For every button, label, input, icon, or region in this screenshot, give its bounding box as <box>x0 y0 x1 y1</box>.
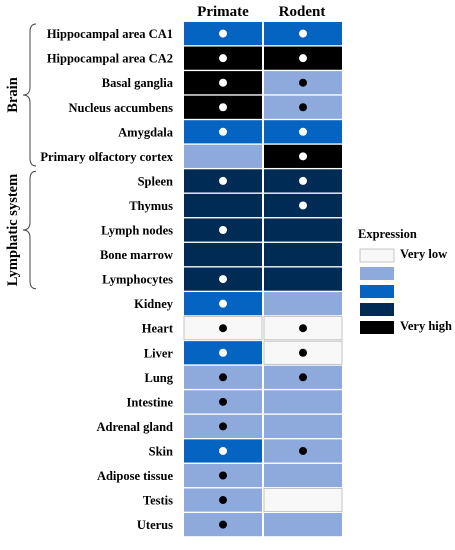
dot-heart-primate <box>219 324 227 333</box>
dot-primary-olfactory-cortex-rodent <box>299 152 307 161</box>
dot-hippocampal-area-ca1-rodent <box>299 29 307 38</box>
legend-swatch-level-1 <box>359 248 395 263</box>
dot-liver-primate <box>219 348 227 357</box>
legend-swatch-level-3 <box>360 285 394 298</box>
column-header-primate: Primate <box>197 4 249 20</box>
cell-bone-marrow-primate <box>184 242 262 267</box>
row-label-testis: Testis <box>143 494 173 508</box>
dot-nucleus-accumbens-primate <box>219 103 227 112</box>
legend-swatch-level-2 <box>360 267 394 280</box>
row-label-thymus: Thymus <box>129 199 173 213</box>
dot-intestine-primate <box>219 397 227 406</box>
row-label-hippocampal-area-ca2: Hippocampal area CA2 <box>47 52 173 66</box>
legend-swatch-level-5 <box>360 321 394 334</box>
row-label-adipose-tissue: Adipose tissue <box>97 469 174 483</box>
dot-testis-primate <box>219 496 227 505</box>
legend-title: Expression <box>358 227 417 241</box>
column-header-rodent: Rodent <box>279 4 326 20</box>
dot-hippocampal-area-ca2-primate <box>219 54 227 63</box>
row-label-intestine: Intestine <box>126 395 173 409</box>
row-label-bone-marrow: Bone marrow <box>100 248 173 262</box>
cell-adipose-tissue-rodent <box>264 463 342 488</box>
row-label-hippocampal-area-ca1: Hippocampal area CA1 <box>47 27 173 41</box>
dot-basal-ganglia-primate <box>219 78 227 87</box>
cell-lymph-nodes-rodent <box>264 218 342 242</box>
row-label-adrenal-gland: Adrenal gland <box>96 420 173 434</box>
row-label-lung: Lung <box>145 371 174 385</box>
dot-skin-primate <box>219 446 227 455</box>
dot-amygdala-primate <box>219 127 227 136</box>
cell-testis-rodent <box>263 488 343 513</box>
legend-swatches <box>359 248 395 334</box>
row-label-spleen: Spleen <box>138 174 173 188</box>
legend-high-label: Very high <box>400 319 452 333</box>
legend: Expression Very low Very high <box>358 227 452 334</box>
dot-adrenal-gland-primate <box>219 422 227 431</box>
dot-lymphocytes-primate <box>219 275 227 284</box>
cell-bone-marrow-rodent <box>264 242 342 267</box>
group-label-brain: Brain <box>5 77 21 112</box>
group-brace-brain <box>22 23 37 167</box>
group-brace-lymphatic-system <box>22 170 37 290</box>
dot-heart-rodent <box>299 324 307 333</box>
dot-spleen-rodent <box>299 176 307 185</box>
row-label-liver: Liver <box>144 346 174 360</box>
row-label-nucleus-accumbens: Nucleus accumbens <box>68 101 173 115</box>
row-label-lymph-nodes: Lymph nodes <box>101 224 173 238</box>
dot-basal-ganglia-rodent <box>299 78 307 87</box>
dot-spleen-primate <box>219 176 227 185</box>
column-headers: Primate Rodent <box>197 4 325 20</box>
dot-nucleus-accumbens-rodent <box>299 103 307 112</box>
row-label-basal-ganglia: Basal ganglia <box>102 76 174 90</box>
dot-hippocampal-area-ca2-rodent <box>299 54 307 63</box>
dot-hippocampal-area-ca1-primate <box>219 29 227 38</box>
dot-lung-primate <box>219 373 227 382</box>
legend-low-label: Very low <box>400 247 447 261</box>
row-label-amygdala: Amygdala <box>118 125 174 139</box>
row-label-primary-olfactory-cortex: Primary olfactory cortex <box>40 150 173 164</box>
cell-primary-olfactory-cortex-primate <box>184 144 262 168</box>
cell-kidney-rodent <box>264 292 342 316</box>
dot-lymph-nodes-primate <box>219 226 227 234</box>
cell-uterus-rodent <box>264 513 342 537</box>
dot-lung-rodent <box>299 373 307 382</box>
group-label-lymphatic-system: Lymphatic system <box>5 174 21 286</box>
dot-liver-rodent <box>299 348 307 357</box>
row-labels: Hippocampal area CA1 Hippocampal area CA2… <box>40 27 173 532</box>
row-label-skin: Skin <box>149 444 173 458</box>
dot-amygdala-rodent <box>299 127 307 136</box>
cell-intestine-rodent <box>264 390 342 414</box>
dot-kidney-primate <box>219 299 227 308</box>
row-label-uterus: Uterus <box>137 518 173 532</box>
dot-uterus-primate <box>219 520 227 529</box>
row-label-heart: Heart <box>142 322 174 336</box>
row-groups: Brain Lymphatic system <box>5 23 37 290</box>
cell-adrenal-gland-rodent <box>264 414 342 438</box>
cell-lymphocytes-rodent <box>264 267 342 291</box>
dot-adipose-tissue-primate <box>219 471 227 480</box>
row-label-lymphocytes: Lymphocytes <box>102 273 173 287</box>
dot-skin-rodent <box>299 446 307 455</box>
cell-thymus-primate <box>184 193 262 218</box>
dot-thymus-rodent <box>299 201 307 210</box>
legend-swatch-level-4 <box>360 303 394 316</box>
heatmap-cells <box>183 22 343 537</box>
row-label-kidney: Kidney <box>134 297 174 311</box>
